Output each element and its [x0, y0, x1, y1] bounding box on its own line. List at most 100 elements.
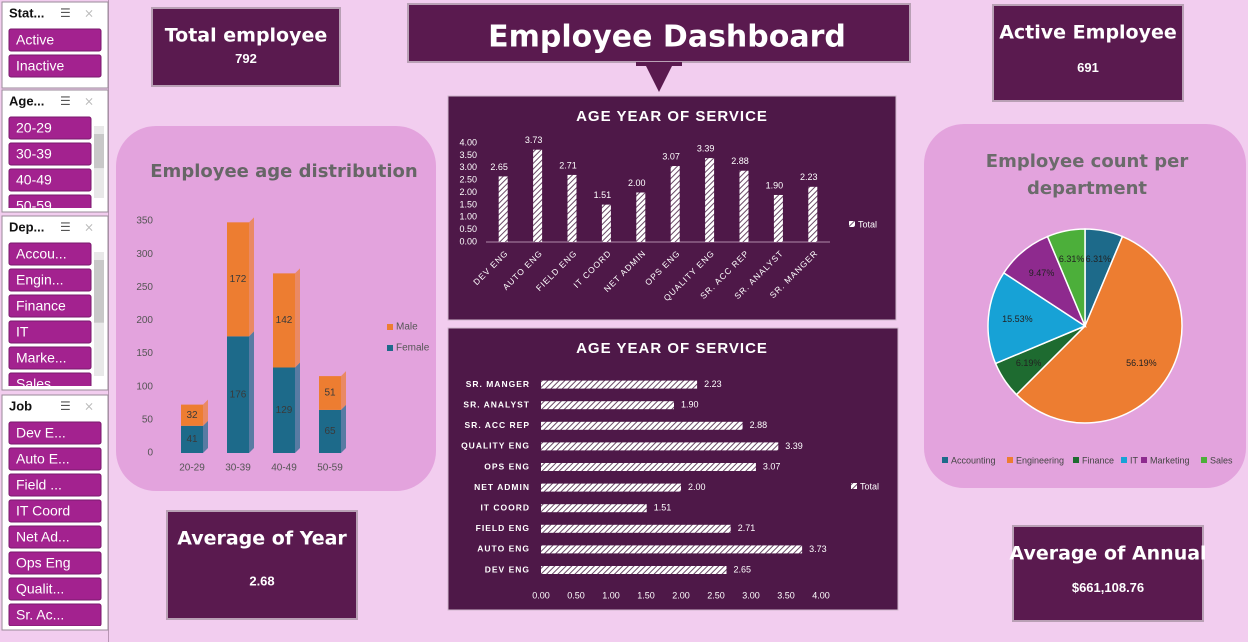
slicer-item[interactable] — [8, 168, 92, 192]
bar — [227, 336, 249, 453]
bar — [541, 566, 727, 574]
slicer-item-label[interactable]: Inactive — [16, 58, 64, 74]
legend-swatch — [1201, 457, 1207, 463]
slicer-item[interactable] — [8, 603, 102, 626]
kpi-label: Active Employee — [999, 22, 1177, 44]
x-tick-label: 1.00 — [602, 590, 620, 600]
bar — [670, 166, 680, 242]
slicer-item[interactable] — [8, 346, 92, 370]
value-label: 1.90 — [766, 180, 784, 190]
slicer-item[interactable] — [8, 447, 102, 471]
legend-label: Marketing — [1150, 455, 1190, 465]
slicer-item[interactable] — [8, 421, 102, 445]
slicer-item-label[interactable]: Net Ad... — [16, 529, 70, 545]
y-tick-label: 2.00 — [459, 187, 477, 197]
slicer-item[interactable] — [8, 194, 92, 217]
slicer-title: Age... — [9, 93, 44, 108]
slicer-icon: ☰ — [60, 399, 71, 413]
chart-title: Employee age distribution — [150, 161, 417, 182]
legend-swatch — [1121, 457, 1127, 463]
slicer-item[interactable] — [8, 268, 92, 292]
slicer[interactable]: Age... ☰ ⨯ 20-29 30-39 40-49 50-59 — [1, 89, 109, 217]
x-tick-label: 3.00 — [742, 590, 760, 600]
slicer-item-label[interactable]: Engin... — [16, 272, 63, 288]
x-tick-label: 50-59 — [317, 463, 343, 474]
value-label: 176 — [230, 389, 247, 400]
bar — [541, 483, 681, 492]
slicer-item[interactable] — [8, 242, 92, 266]
slicer-item-label[interactable]: 40-49 — [16, 172, 52, 188]
slicer[interactable]: Job ☰ ⨯ Dev E... Auto E... Field ... IT Coord N… — [1, 394, 109, 631]
dashboard-title: Employee Dashboard — [488, 20, 846, 55]
value-label: 32 — [186, 410, 198, 421]
slicer-item[interactable] — [8, 294, 92, 318]
slicer-item[interactable] — [8, 372, 92, 395]
y-tick-label: DEV ENG — [485, 564, 530, 574]
scroll-thumb — [94, 260, 104, 323]
slicer-item[interactable] — [8, 320, 92, 344]
slicer-item-label[interactable]: Active — [16, 32, 54, 48]
value-label: 6.19% — [1016, 358, 1042, 368]
title-banner — [407, 3, 911, 63]
y-tick-label: 50 — [142, 414, 154, 425]
slicer-item-label[interactable]: Ops Eng — [16, 555, 70, 571]
slicer-item[interactable] — [8, 499, 102, 523]
scroll-thumb — [94, 134, 104, 169]
slicer-item[interactable] — [8, 525, 102, 549]
slicer-item[interactable] — [8, 54, 102, 78]
bar — [227, 222, 249, 337]
y-tick-label: 0.50 — [459, 224, 477, 234]
bar-side — [203, 399, 208, 426]
slicer-item-label[interactable]: IT Coord — [16, 503, 70, 519]
slicer-icon: ⨯ — [84, 94, 94, 108]
bar — [541, 421, 743, 430]
bar — [808, 186, 818, 242]
bar — [601, 204, 611, 242]
slicer-item[interactable] — [8, 142, 92, 166]
slicer-item-label[interactable]: 20-29 — [16, 120, 52, 136]
slicer-item[interactable] — [8, 551, 102, 575]
slicer-item-label[interactable]: Qualit... — [16, 581, 64, 597]
value-label: 3.73 — [525, 135, 543, 145]
bar — [567, 174, 577, 242]
slicer-item-label[interactable]: 50-59 — [16, 198, 52, 214]
value-label: 2.23 — [800, 172, 818, 182]
slicer-item-label[interactable]: Sales — [16, 376, 51, 392]
slicer-item-label[interactable]: 30-39 — [16, 146, 52, 162]
bar — [181, 425, 203, 453]
slicer-item[interactable] — [8, 577, 102, 601]
y-tick-label: 300 — [136, 249, 153, 260]
y-tick-label: QUALITY ENG — [461, 441, 530, 451]
bar — [319, 409, 341, 453]
x-tick-label: 0.00 — [532, 590, 550, 600]
bar — [273, 273, 295, 368]
banner-arrow — [636, 62, 682, 92]
kpi-card — [1012, 525, 1204, 622]
value-label: 3.07 — [763, 461, 781, 471]
slicer-item[interactable] — [8, 28, 102, 52]
bar — [773, 194, 783, 242]
slicer[interactable]: Dep... ☰ ⨯ Accou... Engin... Finance IT Marke..… — [1, 215, 109, 395]
slicer-item-label[interactable]: Auto E... — [16, 451, 70, 467]
slicer-item[interactable] — [8, 473, 102, 497]
slicer-item-label[interactable]: IT — [16, 324, 29, 340]
bar-side — [203, 420, 208, 453]
slicer-item[interactable] — [8, 116, 92, 140]
slicer-items: Active Inactive — [8, 28, 102, 78]
slicer-item-label[interactable]: Field ... — [16, 477, 62, 493]
y-tick-label: SR. ANALYST — [463, 399, 530, 409]
slicer-item-label[interactable]: Dev E... — [16, 425, 66, 441]
slicer-item-label[interactable]: Accou... — [16, 246, 67, 262]
y-tick-label: 150 — [136, 348, 153, 359]
slicer-item-label[interactable]: Sr. Ac... — [16, 607, 64, 623]
kpi-value: 691 — [1077, 60, 1099, 75]
value-label: 3.39 — [697, 143, 715, 153]
slicer[interactable]: Stat... ☰ ⨯ Active Inactive — [1, 1, 109, 89]
y-tick-label: 3.50 — [459, 150, 477, 160]
slicer-item-label[interactable]: Finance — [16, 298, 66, 314]
y-tick-label: SR. MANGER — [466, 379, 530, 389]
slicer-item-label[interactable]: Marke... — [16, 350, 67, 366]
bar — [541, 401, 674, 410]
slicer-icon: ⨯ — [84, 6, 94, 20]
